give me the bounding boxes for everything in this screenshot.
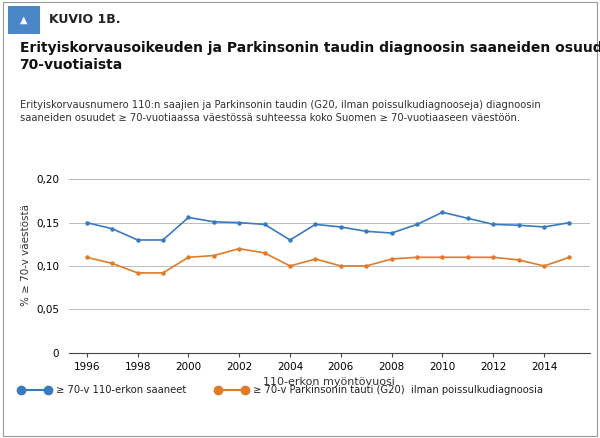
FancyBboxPatch shape: [8, 6, 40, 35]
Text: ▲: ▲: [20, 14, 28, 25]
Text: Erityiskorvausnumero 110:n saajien ja Parkinsonin taudin (G20, ilman poissulkudi: Erityiskorvausnumero 110:n saajien ja Pa…: [20, 100, 540, 123]
Y-axis label: % ≥ 70-v väestöstä: % ≥ 70-v väestöstä: [20, 204, 31, 306]
Text: ≥ 70-v Parkinsonin tauti (G20)  ilman poissulkudiagnoosia: ≥ 70-v Parkinsonin tauti (G20) ilman poi…: [253, 385, 543, 395]
X-axis label: 110-erkon myöntövuosi: 110-erkon myöntövuosi: [263, 377, 395, 387]
Text: Erityiskorvausoikeuden ja Parkinsonin taudin diagnoosin saaneiden osuudet ≥
70-v: Erityiskorvausoikeuden ja Parkinsonin ta…: [20, 41, 600, 72]
Text: KUVIO 1B.: KUVIO 1B.: [49, 13, 121, 26]
Text: ≥ 70-v 110-erkon saaneet: ≥ 70-v 110-erkon saaneet: [56, 385, 186, 395]
